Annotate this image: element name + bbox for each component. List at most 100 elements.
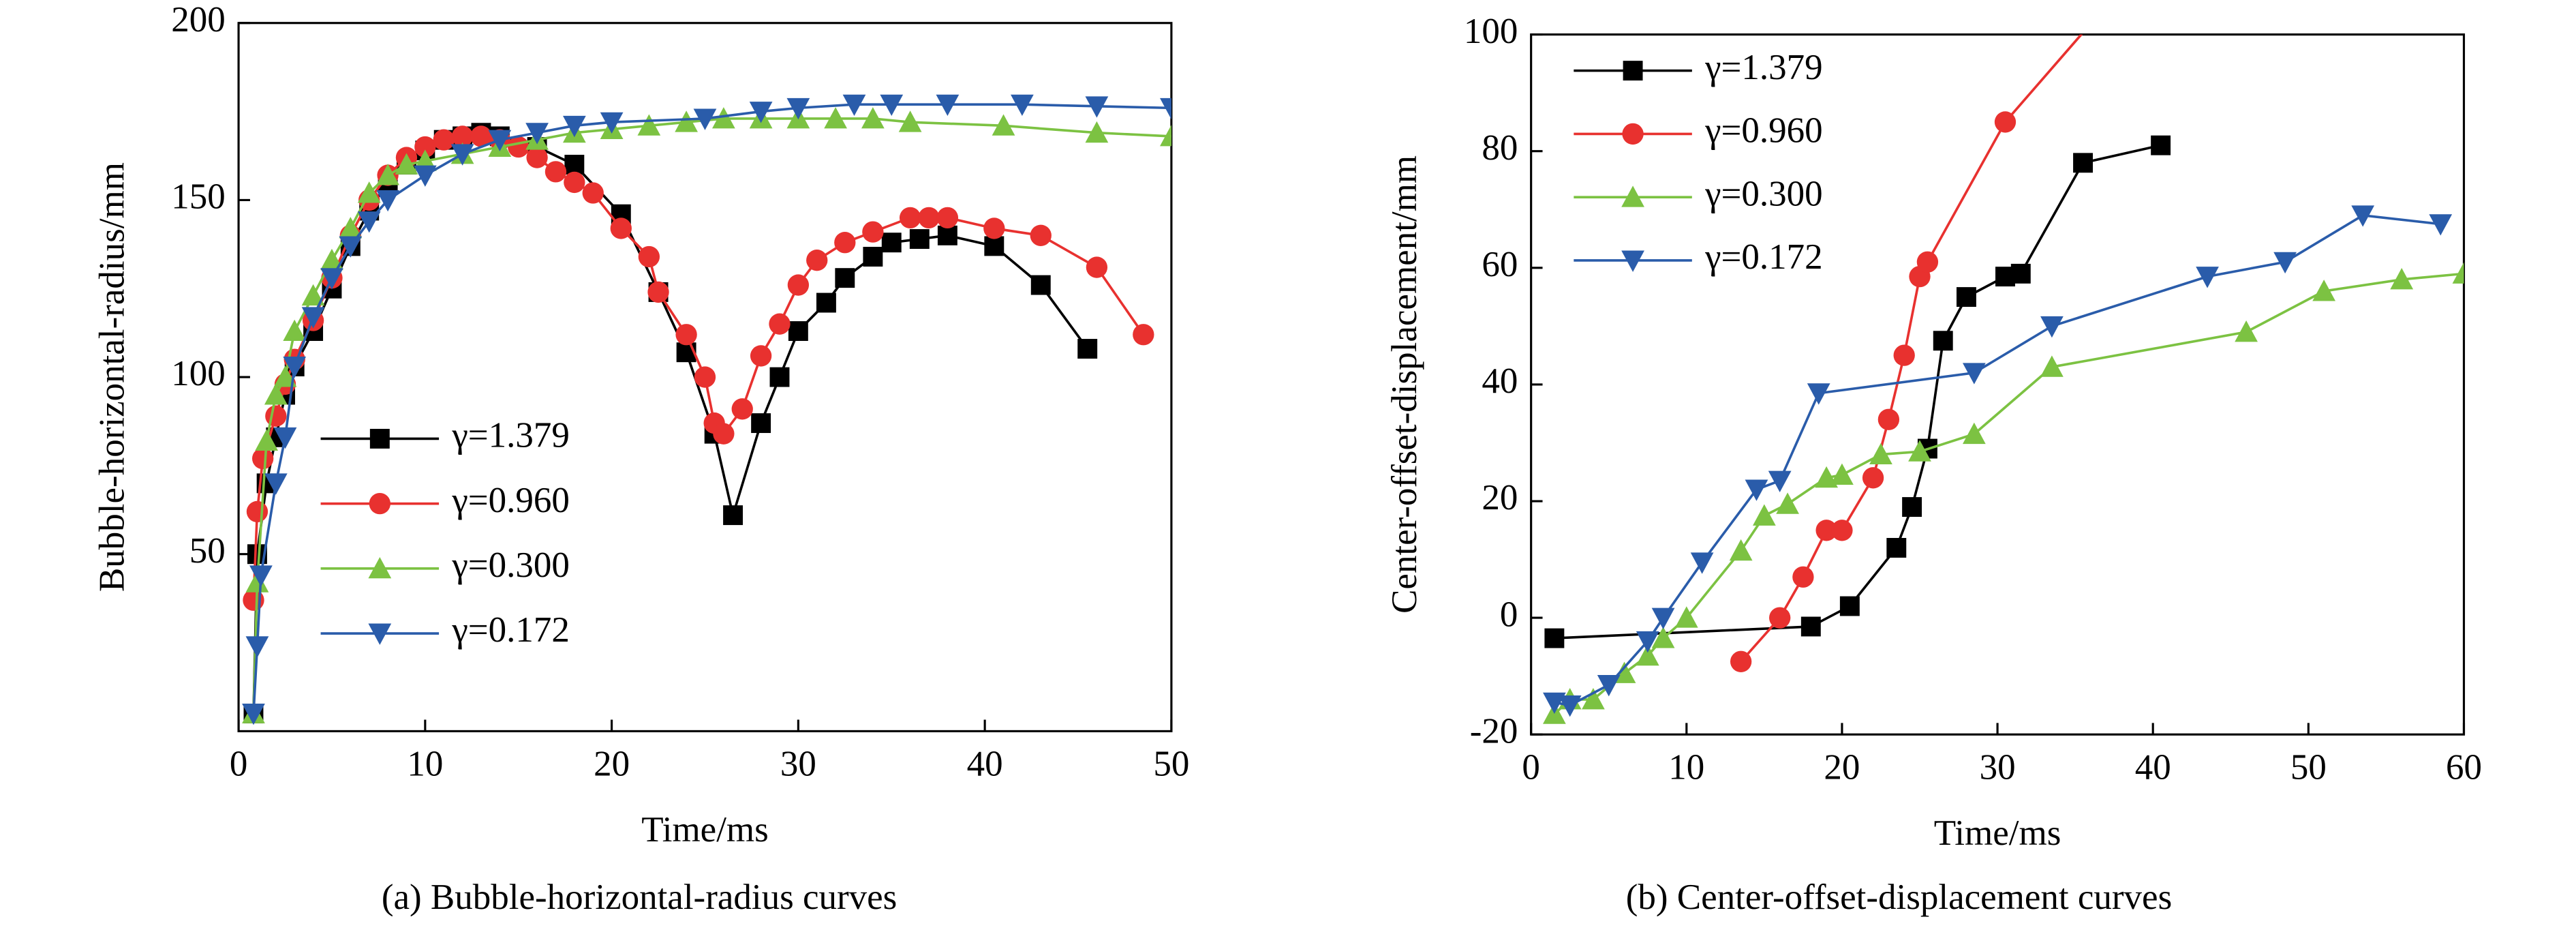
marker <box>273 427 297 449</box>
legend-marker <box>1621 185 1644 207</box>
legend-label: γ=0.300 <box>451 545 570 585</box>
marker <box>450 144 474 166</box>
marker <box>1085 96 1109 118</box>
marker <box>1776 492 1799 514</box>
x-tick-label: 60 <box>2446 747 2482 787</box>
marker <box>1902 497 1922 518</box>
marker <box>1651 608 1675 629</box>
marker <box>1839 596 1860 616</box>
legend-marker <box>1623 61 1643 81</box>
marker <box>918 207 940 229</box>
marker <box>1030 224 1052 247</box>
marker <box>1815 520 1837 541</box>
marker <box>899 207 921 229</box>
marker <box>320 248 343 271</box>
marker <box>749 102 773 123</box>
marker <box>984 236 1005 256</box>
marker <box>1994 111 2017 133</box>
marker <box>881 232 902 253</box>
marker <box>2235 320 2258 342</box>
marker <box>264 383 288 405</box>
marker <box>637 114 661 136</box>
marker <box>1729 539 1753 561</box>
marker <box>1933 331 1953 351</box>
marker <box>936 207 959 229</box>
x-tick-label: 30 <box>780 745 816 784</box>
x-tick-label: 0 <box>230 745 248 784</box>
legend-marker <box>369 492 390 515</box>
legend-label: γ=0.172 <box>451 610 570 650</box>
marker <box>357 181 381 203</box>
marker <box>937 225 957 245</box>
marker <box>2273 252 2297 274</box>
marker <box>357 211 381 233</box>
marker <box>1830 463 1854 485</box>
y-axis-label: Center-offset-displacement/mm <box>1385 155 1424 614</box>
marker <box>1674 606 1698 628</box>
y-tick-label: 20 <box>1482 478 1518 518</box>
marker <box>249 565 273 587</box>
marker <box>1160 125 1171 147</box>
legend-marker <box>368 623 392 645</box>
marker <box>245 636 269 658</box>
marker <box>1862 467 1884 489</box>
marker <box>508 136 530 158</box>
marker <box>1745 479 1768 501</box>
y-tick-label: 40 <box>1482 361 1518 401</box>
marker <box>1690 552 1714 574</box>
marker <box>526 147 548 168</box>
marker <box>862 221 884 243</box>
marker <box>713 423 735 445</box>
y-tick-label: 200 <box>171 0 225 40</box>
x-axis-label: Time/ms <box>1934 813 2061 853</box>
marker <box>1730 650 1752 672</box>
y-tick-label: 0 <box>1500 595 1518 634</box>
marker <box>525 123 549 145</box>
x-tick-label: 50 <box>2290 747 2327 787</box>
caption: (a) Bubble-horizontal-radius curves <box>382 877 897 917</box>
marker <box>880 94 904 117</box>
marker <box>1077 339 1098 359</box>
marker <box>769 313 791 335</box>
marker <box>786 97 810 120</box>
marker <box>339 236 363 258</box>
marker <box>806 250 828 271</box>
marker <box>750 345 772 367</box>
marker <box>788 321 808 342</box>
series-line <box>1740 34 2083 663</box>
marker <box>1085 121 1109 143</box>
series-layer <box>242 94 1171 725</box>
marker <box>2390 268 2414 290</box>
y-tick-label: 100 <box>1464 12 1518 51</box>
marker <box>1893 344 1915 366</box>
marker <box>1636 644 1659 666</box>
x-tick-label: 20 <box>1824 747 1860 787</box>
marker <box>488 130 512 151</box>
marker <box>1869 442 1892 465</box>
legend-marker <box>1621 250 1644 272</box>
marker <box>564 171 585 194</box>
marker <box>1086 256 1108 278</box>
marker <box>451 125 474 147</box>
x-tick-label: 10 <box>407 745 443 784</box>
marker <box>1807 383 1830 405</box>
x-tick-label: 40 <box>967 745 1003 784</box>
marker <box>787 274 810 296</box>
marker <box>2040 355 2064 377</box>
marker <box>2429 214 2453 236</box>
marker <box>2010 263 2031 284</box>
marker <box>693 108 717 130</box>
x-tick-label: 0 <box>1522 747 1540 787</box>
series-line <box>1554 144 2162 640</box>
x-tick-label: 20 <box>594 745 630 784</box>
marker <box>1769 607 1791 629</box>
marker <box>1597 675 1621 697</box>
marker <box>824 107 847 129</box>
marker <box>1636 631 1659 653</box>
plot-frame <box>1530 33 2466 736</box>
marker <box>936 94 960 117</box>
y-tick-label: 150 <box>171 177 225 217</box>
marker <box>711 107 735 129</box>
